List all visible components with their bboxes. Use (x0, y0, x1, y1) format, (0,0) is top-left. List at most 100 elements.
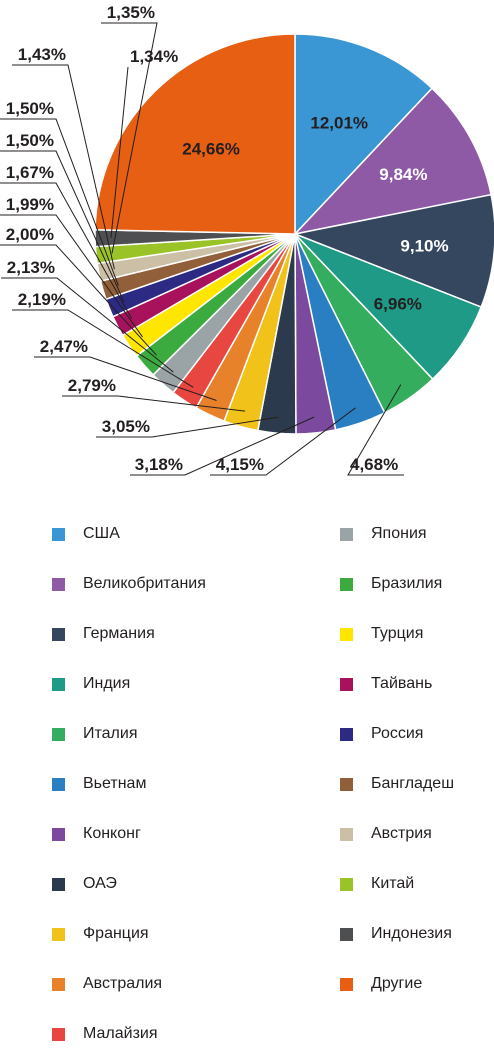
slice-label-малайзия: 2,19% (18, 290, 66, 309)
legend-swatch (340, 677, 353, 691)
legend-item-тайвань: Тайвань (340, 674, 432, 694)
slice-label-франция: 2,79% (68, 376, 116, 395)
legend-swatch (52, 877, 65, 891)
legend-item-индия: Индия (52, 674, 130, 694)
slice-label-бангладеш: 1,50% (6, 99, 54, 118)
legend-item-турция: Турция (340, 624, 423, 644)
leader-line-китай (101, 22, 158, 254)
legend-swatch (52, 577, 65, 591)
legend-item-италия: Италия (52, 724, 137, 744)
leader-line-оаэ (96, 416, 279, 438)
legend-swatch (52, 627, 65, 641)
legend-swatch (340, 627, 353, 641)
legend-item-бангладеш: Бангладеш (340, 774, 454, 794)
slice-label-турция: 1,99% (6, 195, 54, 214)
legend-swatch (52, 527, 65, 541)
slice-label-италия: 4,68% (350, 455, 398, 474)
legend-item-конконг: Конконг (52, 824, 141, 844)
leader-line-бангладеш (0, 118, 119, 286)
legend-item-другие: Другие (340, 974, 422, 994)
slice-label-австралия: 2,47% (40, 337, 88, 356)
pie-slice-другие (94, 33, 296, 235)
legend-swatch (52, 1027, 65, 1041)
legend-label: Франция (83, 925, 149, 942)
legend-label: Тайвань (371, 675, 433, 692)
slice-label-тайвань: 1,67% (6, 163, 54, 182)
slice-label-япония: 2,13% (7, 258, 55, 277)
legend-swatch (52, 727, 65, 741)
slice-label-китай: 1,35% (107, 3, 155, 22)
legend-label: Италия (83, 725, 138, 742)
legend-swatch (340, 577, 353, 591)
legend-swatch (340, 877, 353, 891)
legend-swatch (52, 977, 65, 991)
legend-label: Китай (371, 875, 415, 892)
legend-swatch (340, 977, 353, 991)
legend-label: Индия (83, 675, 131, 692)
leader-line-бразилия (0, 244, 157, 356)
legend-label: Япония (371, 525, 427, 542)
pie-slice-германия (292, 193, 494, 309)
slice-label-австрия: 1,43% (18, 45, 66, 64)
slice-label-бразилия: 2,00% (6, 225, 54, 244)
legend-label: Бразилия (371, 575, 443, 592)
legend-item-китай: Китай (340, 874, 414, 894)
leader-line-австралия (34, 356, 217, 401)
legend-swatch (52, 927, 65, 941)
slice-label-индонезия: 1,34% (130, 47, 178, 66)
legend-item-франция: Франция (52, 924, 149, 944)
legend-label: Другие (371, 975, 423, 992)
leader-line-индонезия (110, 66, 129, 238)
slice-label-конконг: 3,18% (135, 455, 183, 474)
legend-label: ОАЭ (83, 875, 117, 892)
legend-swatch (52, 777, 65, 791)
legend-swatch (340, 727, 353, 741)
legend-swatch (340, 777, 353, 791)
slice-label-оаэ: 3,05% (102, 417, 150, 436)
legend-item-австрия: Австрия (340, 824, 432, 844)
leader-line-франция (62, 395, 246, 412)
leader-line-турция (0, 214, 143, 338)
slice-label-великобритания: 9,84% (379, 165, 427, 184)
leader-line-малайзия (12, 309, 194, 388)
slice-label-вьетнам: 4,15% (216, 455, 264, 474)
legend-swatch (340, 927, 353, 941)
slice-label-германия: 9,10% (400, 236, 448, 255)
legend-item-вьетнам: Вьетнам (52, 774, 146, 794)
legend-item-россия: Россия (340, 724, 423, 744)
legend-item-австралия: Австралия (52, 974, 162, 994)
legend-item-оаэ: ОАЭ (52, 874, 117, 894)
legend-label: Малайзия (83, 1025, 158, 1042)
legend-label: Конконг (83, 825, 141, 842)
leader-line-япония (1, 277, 174, 373)
leader-line-тайвань (0, 182, 133, 320)
slice-label-другие: 24,66% (182, 139, 240, 158)
legend-item-япония: Япония (340, 524, 427, 544)
leader-line-россия (0, 150, 125, 303)
legend-label: Великобритания (83, 575, 206, 592)
legend-label: США (83, 525, 120, 542)
slice-label-сша: 12,01% (310, 113, 368, 132)
legend-item-индонезия: Индонезия (340, 924, 452, 944)
legend-item-бразилия: Бразилия (340, 574, 442, 594)
leader-line-италия (347, 384, 404, 476)
pie-slice-сша (294, 33, 434, 236)
legend-swatch (340, 527, 353, 541)
slice-label-индия: 6,96% (374, 294, 422, 313)
legend-label: Турция (371, 625, 424, 642)
legend-swatch (52, 827, 65, 841)
leader-line-австрия (12, 64, 115, 270)
legend-label: Индонезия (371, 925, 452, 942)
slice-label-россия: 1,50% (6, 131, 54, 150)
legend-label: Австрия (371, 825, 432, 842)
legend-item-германия: Германия (52, 624, 155, 644)
legend-item-малайзия: Малайзия (52, 1024, 158, 1044)
legend-label: Бангладеш (371, 775, 455, 792)
legend-label: Германия (83, 625, 155, 642)
legend-label: Вьетнам (83, 775, 147, 792)
legend-swatch (340, 827, 353, 841)
legend-swatch (52, 677, 65, 691)
leader-line-вьетнам (210, 407, 356, 476)
legend-label: Россия (371, 725, 424, 742)
